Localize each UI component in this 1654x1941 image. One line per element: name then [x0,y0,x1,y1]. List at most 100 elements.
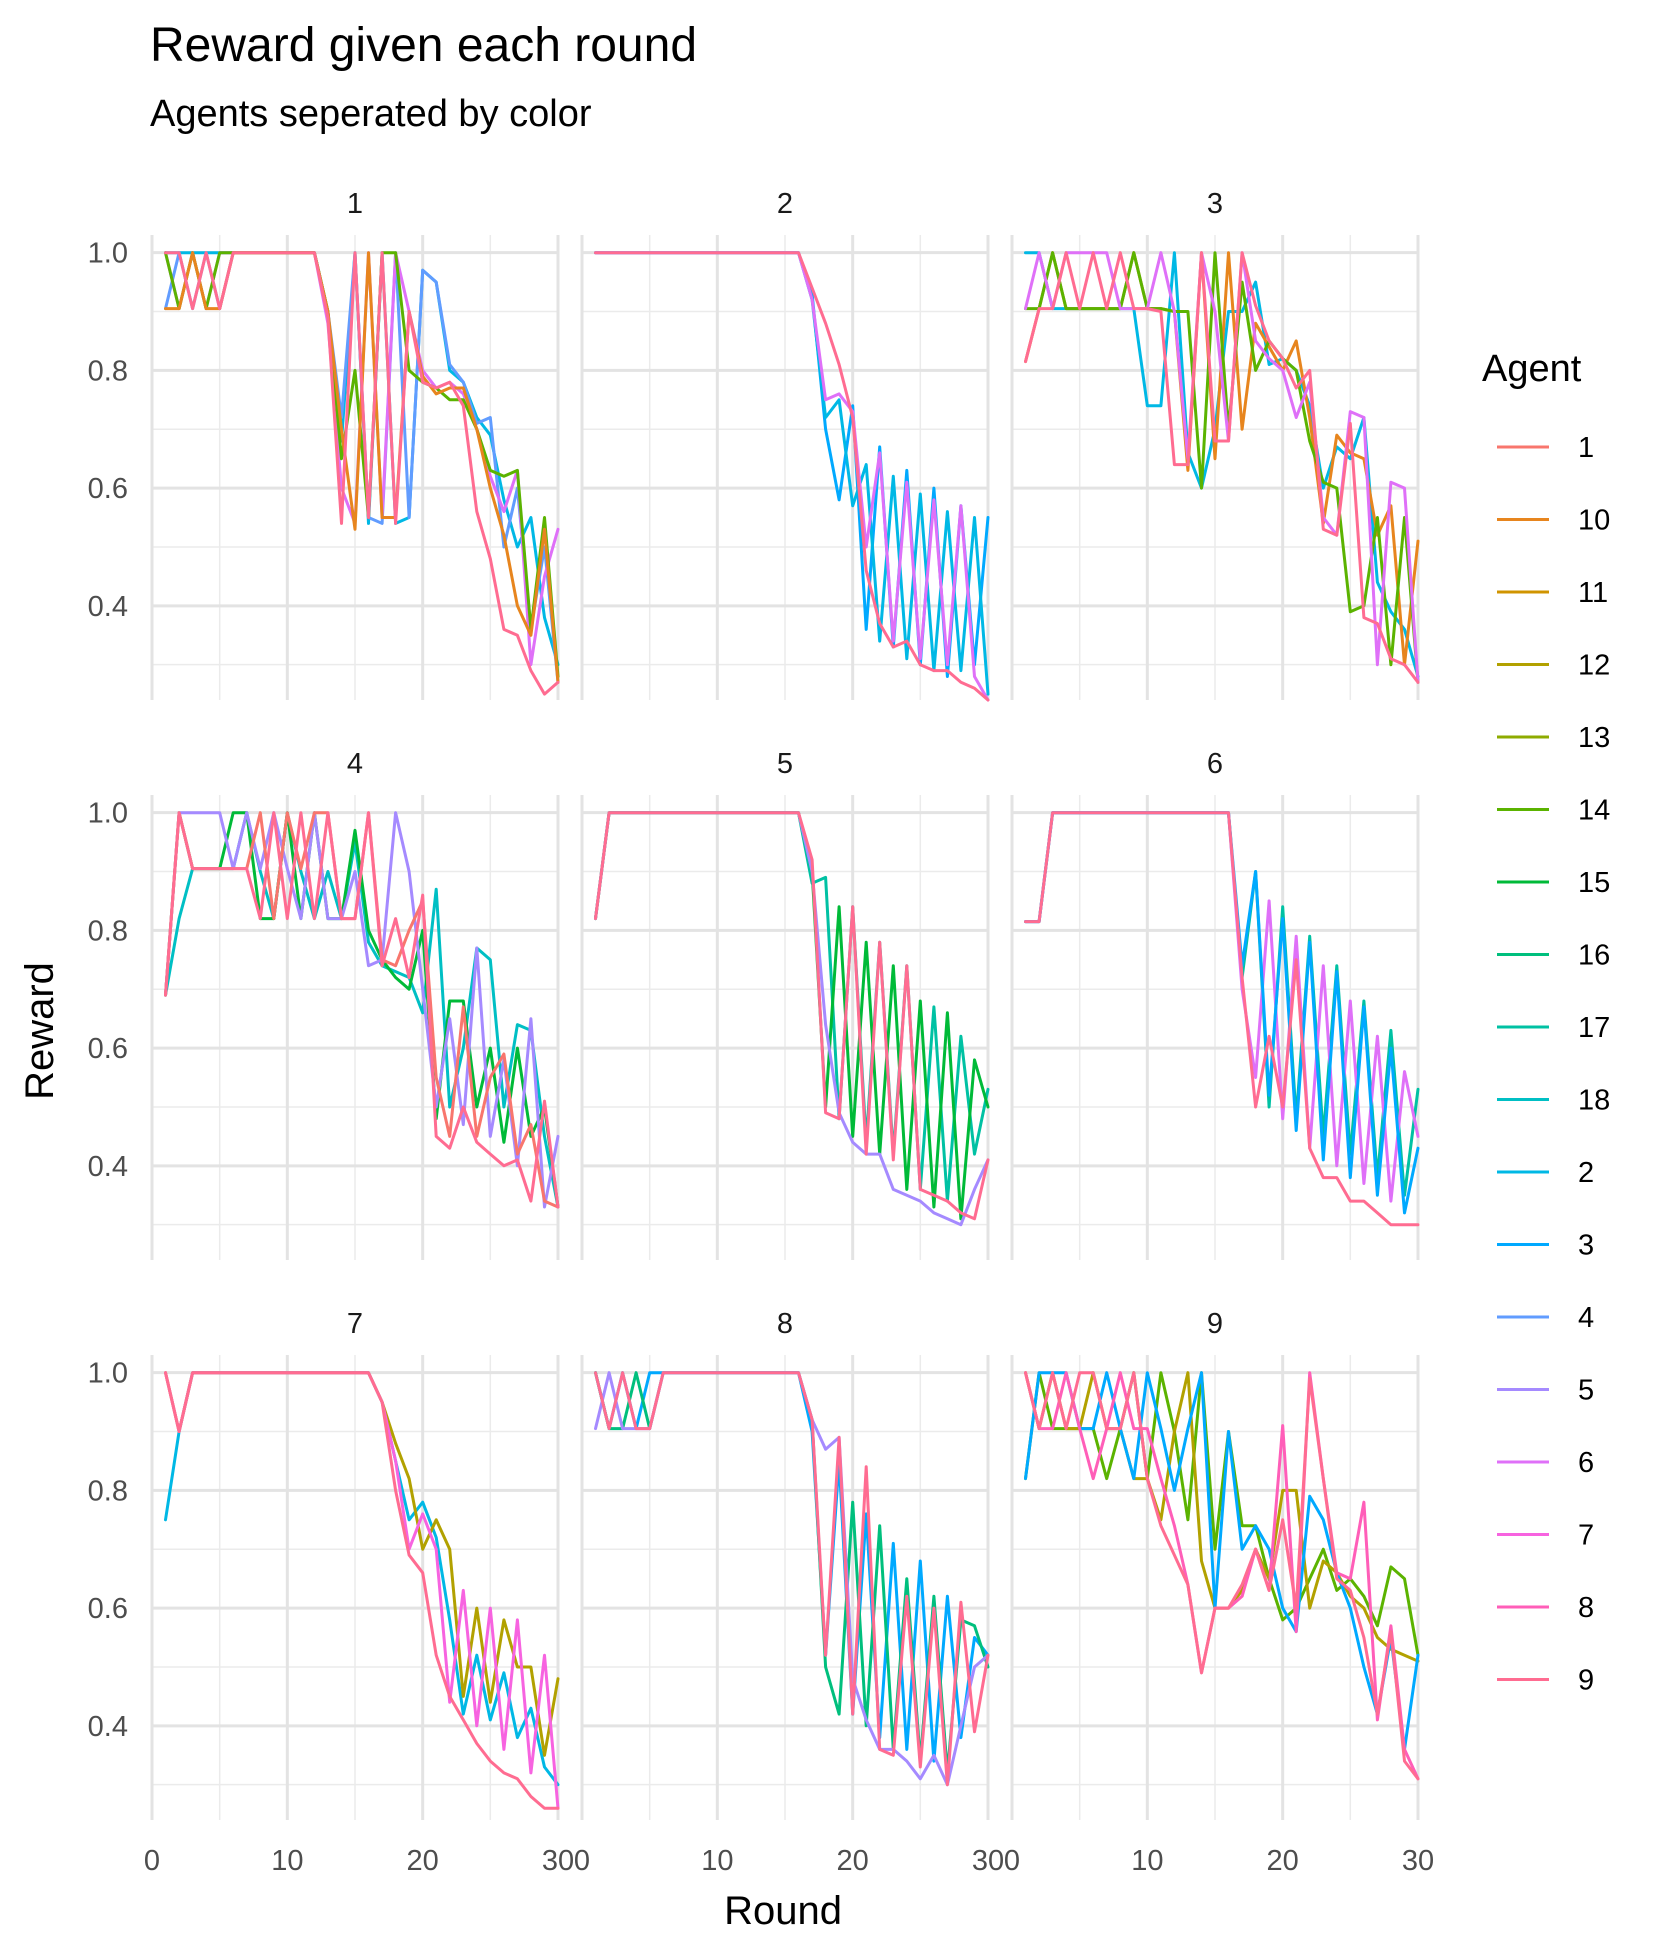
y-tick-label: 1.0 [88,798,128,830]
facet-panel-8: 8 0 10 20 30 [574,1308,1004,1877]
legend-item-18: 18 [1497,1085,1610,1117]
legend-item-2: 2 [1497,1157,1594,1189]
series-line-agent-5 [164,811,560,1209]
legend-item-17: 17 [1497,1012,1610,1044]
legend-label: 9 [1578,1665,1594,1697]
series-line-agent-9 [594,251,990,702]
facet-panel-7: 7 0.4 0.6 0.8 1.0 0 10 20 30 [88,1308,574,1877]
y-tick-label: 0.4 [88,1151,128,1183]
y-tick-label: 0.6 [88,1593,128,1625]
x-tick-label: 30 [972,1845,1004,1877]
x-tick-label: 10 [701,1845,733,1877]
legend-label: 1 [1578,432,1594,464]
facet-strip-label: 9 [1207,1308,1223,1340]
series-line-agent-6 [594,251,990,702]
facet-panel-3: 3 [1010,188,1420,700]
facet-panel-1: 1 0.4 0.6 0.8 1.0 [88,188,560,700]
y-tick-label: 0.4 [88,1711,128,1743]
series-line-agent-9 [1024,251,1420,684]
y-tick-label: 0.4 [88,591,128,623]
y-tick-label: 0.6 [88,473,128,505]
legend-item-7: 7 [1497,1520,1594,1552]
legend-item-1: 1 [1497,432,1594,464]
legend-label: 4 [1578,1302,1594,1334]
legend-item-11: 11 [1497,577,1608,609]
legend-label: 18 [1578,1085,1610,1117]
series-line-agent-9 [164,1371,560,1810]
legend: 1 10 11 12 13 14 15 16 17 18 2 3 4 5 6 7 8 9 [1497,432,1610,1697]
x-tick-label: 30 [1402,1845,1434,1877]
facet-strip-label: 5 [777,748,793,780]
series-line-agent-9 [164,251,560,696]
x-axis-title: Round [724,1889,842,1933]
series-line-agent-14 [1024,251,1420,684]
facet-strip-label: 1 [347,188,363,220]
series-line-agent-7 [164,1371,560,1810]
legend-item-15: 15 [1497,867,1610,899]
legend-title: Agent [1482,348,1582,390]
x-tick-label: 20 [837,1845,869,1877]
legend-item-9: 9 [1497,1665,1594,1697]
legend-label: 7 [1578,1520,1594,1552]
series-line-agent-2 [164,1371,560,1787]
series-line-agent-10 [164,251,560,684]
facet-panels: 1 0.4 0.6 0.8 1.0 2 3 4 0.4 0.6 0.8 1.0 5 6 7 0.4 0.6 0.8… [88,188,1434,1877]
facet-panel-6: 6 [1010,748,1420,1260]
legend-item-13: 13 [1497,722,1610,754]
facet-strip-label: 8 [777,1308,793,1340]
x-tick-label: 20 [1267,1845,1299,1877]
series-line-agent-9 [1024,811,1420,1227]
y-tick-label: 0.8 [88,355,128,387]
facet-panel-9: 9 0 10 20 30 [1004,1308,1434,1877]
y-tick-label: 1.0 [88,238,128,270]
legend-item-14: 14 [1497,795,1610,827]
facet-strip-label: 4 [347,748,363,780]
facet-panel-4: 4 0.4 0.6 0.8 1.0 [88,748,560,1260]
legend-label: 3 [1578,1230,1594,1262]
legend-label: 2 [1578,1157,1594,1189]
legend-item-6: 6 [1497,1447,1594,1479]
series-line-agent-6 [1024,251,1420,684]
legend-label: 15 [1578,867,1610,899]
legend-item-8: 8 [1497,1592,1594,1624]
x-tick-label: 0 [144,1845,160,1877]
facet-strip-label: 3 [1207,188,1223,220]
legend-item-10: 10 [1497,505,1610,537]
legend-item-16: 16 [1497,940,1610,972]
y-tick-label: 1.0 [88,1358,128,1390]
series-line-agent-9 [594,1371,990,1787]
series-line-agent-9 [164,811,560,1209]
series-line-agent-2 [594,251,990,696]
series-line-agent-5 [594,1371,990,1787]
series-line-agent-14 [164,251,560,678]
series-line-agent-15 [594,811,990,1221]
series-line-agent-9 [1024,1371,1420,1781]
series-line-agent-5 [594,811,990,1227]
legend-label: 8 [1578,1592,1594,1624]
series-line-agent-10 [1024,251,1420,667]
legend-item-5: 5 [1497,1375,1594,1407]
legend-label: 10 [1578,505,1610,537]
x-tick-label: 0 [1004,1845,1020,1877]
legend-label: 5 [1578,1375,1594,1407]
chart-title: Reward given each round [150,19,697,72]
x-tick-label: 30 [542,1845,574,1877]
facet-strip-label: 6 [1207,748,1223,780]
y-tick-label: 0.6 [88,1033,128,1065]
chart-subtitle: Agents seperated by color [150,93,592,135]
legend-label: 11 [1578,577,1608,609]
legend-item-3: 3 [1497,1230,1594,1262]
series-line-agent-4 [164,251,560,684]
y-axis-title: Reward [18,962,62,1100]
series-line-agent-15 [164,811,560,1209]
facet-strip-label: 7 [347,1308,363,1340]
series-line-agent-3 [1024,1371,1420,1751]
facet-panel-5: 5 [580,748,990,1260]
x-tick-label: 0 [574,1845,590,1877]
legend-item-4: 4 [1497,1302,1594,1334]
facet-panel-2: 2 [580,188,990,702]
legend-item-12: 12 [1497,650,1610,682]
y-tick-label: 0.8 [88,1475,128,1507]
